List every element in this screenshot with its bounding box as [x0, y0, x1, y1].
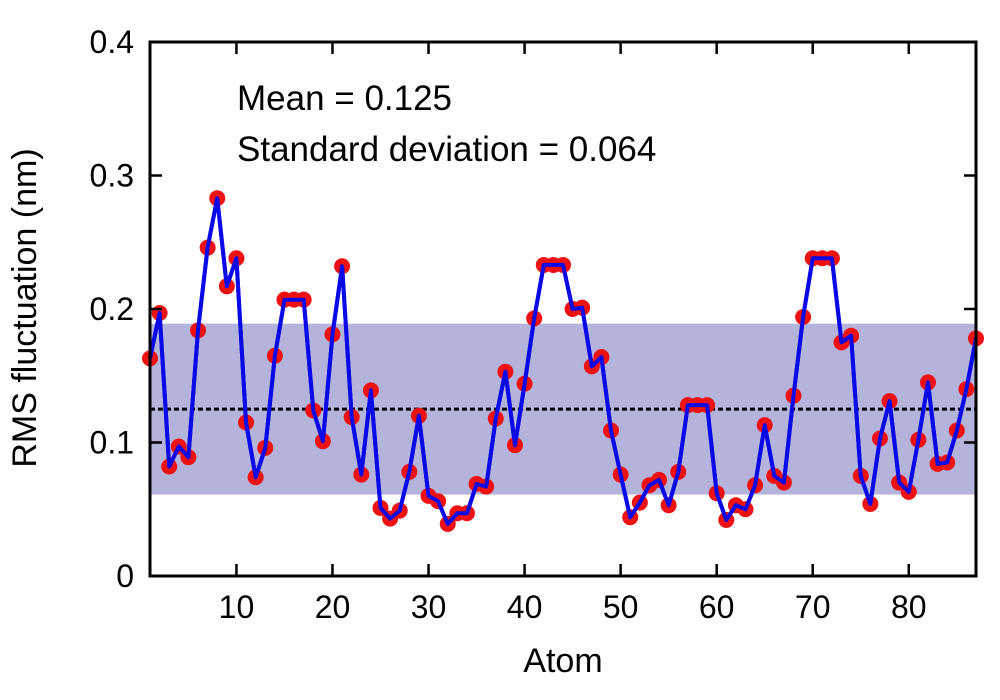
y-axis-label: RMS fluctuation (nm) [6, 148, 44, 467]
y-tick-label: 0.2 [90, 291, 134, 327]
y-tick-label: 0.3 [90, 158, 134, 194]
axes-layer [148, 40, 978, 578]
x-tick-label: 10 [219, 589, 255, 625]
mean-annotation: Mean = 0.125 [237, 79, 452, 118]
x-tick-label: 70 [795, 589, 831, 625]
plot-frame [148, 40, 978, 578]
x-axis-label: Atom [523, 642, 602, 680]
ticks-layer: 10 20 30 40 50 60 70 80 0 0.1 0.2 0.3 0.4 [90, 24, 976, 625]
y-tick-label: 0.1 [90, 425, 134, 461]
x-tick-label: 50 [603, 589, 639, 625]
x-tick-label: 40 [507, 589, 543, 625]
x-tick-label: 20 [315, 589, 351, 625]
x-tick-label: 30 [411, 589, 447, 625]
x-tick-label: 80 [891, 589, 927, 625]
x-tick-label: 60 [699, 589, 735, 625]
y-tick-label: 0.4 [90, 24, 134, 60]
std-annotation: Standard deviation = 0.064 [237, 130, 656, 169]
series-line-overlay [148, 196, 978, 526]
y-tick-label: 0 [116, 558, 134, 594]
